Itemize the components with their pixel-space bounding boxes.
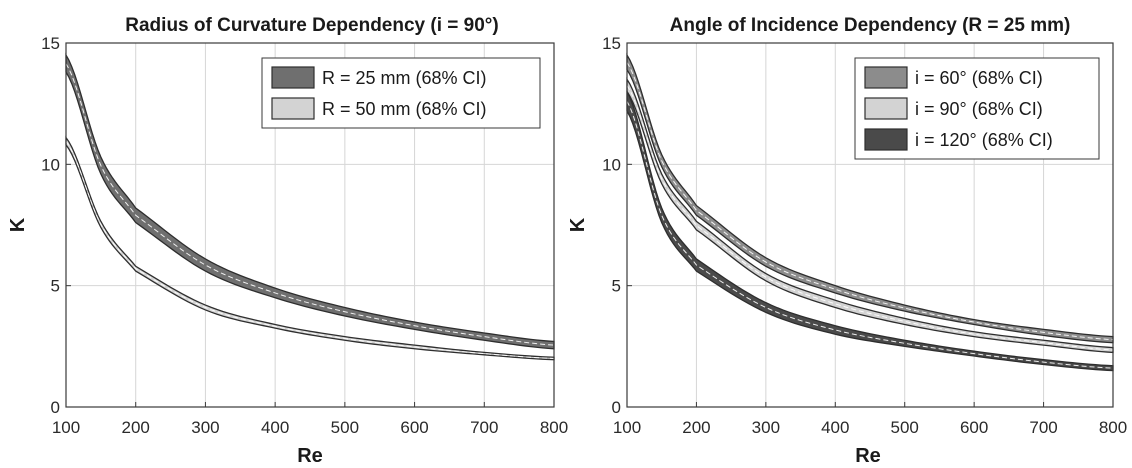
- chart-right-ticks: 100 200 300 400 500 600 700 800 0 5 10 15: [602, 34, 1127, 437]
- chart-left-band-1: [65, 135, 555, 361]
- chart-right-x-tick-label: 500: [891, 418, 919, 437]
- chart-right-legend-swatch-0: [864, 66, 908, 89]
- chart-right-legend-swatch-1: [864, 97, 908, 120]
- chart-left-legend-swatch-1: [271, 97, 315, 120]
- chart-left-x-axis-label: Re: [297, 445, 323, 467]
- chart-left-ticks: 100 200 300 400 500 600 700 800 0 5 10 15: [41, 34, 568, 437]
- chart-right-y-tick-label: 5: [612, 277, 621, 296]
- chart-right-x-tick-label: 800: [1099, 418, 1127, 437]
- chart-left: Radius of Curvature Dependency (i = 90°)…: [7, 15, 568, 467]
- chart-left-y-tick-label: 10: [41, 155, 60, 174]
- chart-right-x-tick-label: 400: [821, 418, 849, 437]
- chart-left-x-tick-label: 200: [122, 418, 150, 437]
- chart-right: Angle of Incidence Dependency (R = 25 mm…: [567, 15, 1127, 467]
- chart-left-legend-label-1: R = 50 mm (68% CI): [322, 99, 487, 119]
- chart-left-median-line-1: [65, 140, 555, 359]
- chart-right-legend-swatch-2: [864, 128, 908, 151]
- chart-right-legend: i = 60° (68% CI) i = 90° (68% CI) i = 120°…: [854, 57, 1100, 160]
- chart-left-plot-frame: [65, 42, 555, 408]
- chart-left-x-tick-label: 300: [191, 418, 219, 437]
- chart-left-y-tick-label: 0: [51, 398, 60, 417]
- chart-right-legend-label-2: i = 120° (68% CI): [915, 130, 1053, 150]
- chart-right-legend-label-0: i = 60° (68% CI): [915, 68, 1043, 88]
- chart-left-x-tick-label: 100: [52, 418, 80, 437]
- chart-left-x-tick-label: 700: [470, 418, 498, 437]
- chart-right-x-tick-label: 100: [613, 418, 641, 437]
- chart-left-x-tick-label: 800: [540, 418, 568, 437]
- chart-left-legend-swatch-0: [271, 66, 315, 89]
- chart-left-x-tick-label: 400: [261, 418, 289, 437]
- chart-right-y-axis-label: K: [567, 217, 589, 232]
- chart-right-y-tick-label: 15: [602, 34, 621, 53]
- chart-right-median-line-1: [626, 85, 1114, 351]
- chart-left-median-line-0: [65, 63, 555, 346]
- chart-left-y-tick-label: 15: [41, 34, 60, 53]
- chart-left-y-axis-label: K: [7, 217, 29, 232]
- chart-right-y-tick-label: 10: [602, 155, 621, 174]
- chart-right-x-axis-label: Re: [855, 445, 881, 467]
- chart-right-x-tick-label: 300: [752, 418, 780, 437]
- chart-left-title: Radius of Curvature Dependency (i = 90°): [125, 15, 498, 36]
- chart-left-x-tick-label: 500: [331, 418, 359, 437]
- chart-right-median-line-0: [626, 62, 1114, 341]
- chart-right-x-tick-label: 700: [1029, 418, 1057, 437]
- chart-right-y-tick-label: 0: [612, 398, 621, 417]
- chart-right-x-tick-label: 600: [960, 418, 988, 437]
- chart-left-legend-label-0: R = 25 mm (68% CI): [322, 68, 487, 88]
- chart-right-median-line-2: [626, 101, 1114, 369]
- chart-left-y-tick-label: 5: [51, 277, 60, 296]
- chart-right-plot-frame: [626, 42, 1114, 408]
- chart-right-legend-label-1: i = 90° (68% CI): [915, 99, 1043, 119]
- chart-left-x-tick-label: 600: [400, 418, 428, 437]
- chart-right-x-tick-label: 200: [682, 418, 710, 437]
- chart-left-legend: R = 25 mm (68% CI) R = 50 mm (68% CI): [261, 57, 541, 129]
- chart-right-title: Angle of Incidence Dependency (R = 25 mm…: [670, 15, 1071, 36]
